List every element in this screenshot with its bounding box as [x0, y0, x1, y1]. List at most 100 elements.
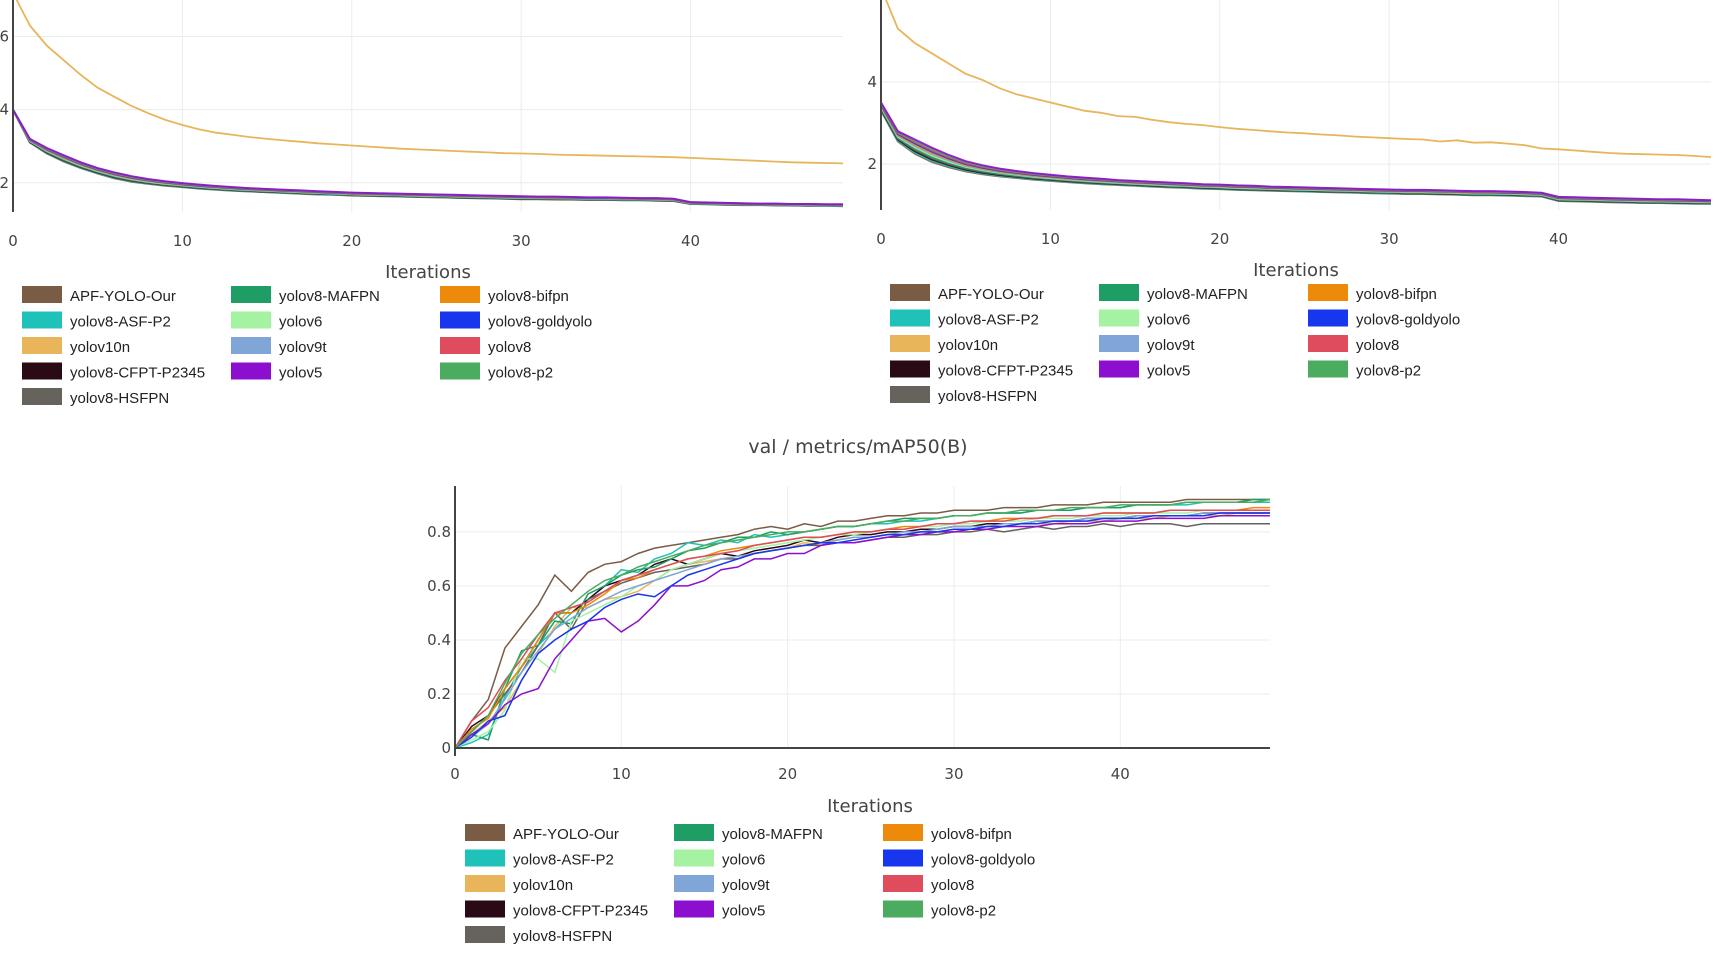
- legend-item[interactable]: yolov8-MAFPN: [674, 824, 823, 843]
- legend-item[interactable]: yolov8-ASF-P2: [890, 309, 1039, 329]
- legend-label: yolov8-HSFPN: [513, 928, 612, 945]
- legend-item[interactable]: yolov5: [231, 362, 322, 382]
- legend-item[interactable]: yolov6: [231, 311, 322, 331]
- legend-swatch: [440, 337, 480, 354]
- legend-item[interactable]: yolov10n: [22, 337, 130, 356]
- legend-label: yolov5: [1147, 363, 1190, 380]
- legend-swatch: [440, 362, 480, 380]
- legend-item[interactable]: yolov8-ASF-P2: [22, 311, 171, 331]
- series-line: [13, 109, 844, 207]
- legend-item[interactable]: yolov6: [674, 849, 765, 869]
- legend-item[interactable]: yolov8-p2: [440, 362, 553, 382]
- legend-item[interactable]: APF-YOLO-Our: [890, 284, 1044, 303]
- x-tick-label: 40: [1549, 230, 1568, 248]
- legend-item[interactable]: APF-YOLO-Our: [465, 824, 619, 843]
- x-tick-label: 40: [1111, 765, 1130, 783]
- series-line-apf-yolo-our: [455, 498, 1270, 748]
- legend-label: APF-YOLO-Our: [70, 288, 176, 305]
- legend-label: yolov8-MAFPN: [1147, 286, 1248, 303]
- x-axis-title: Iterations: [827, 796, 913, 817]
- series-line-yolov10n: [885, 0, 1712, 158]
- legend-label: yolov8-bifpn: [931, 826, 1012, 843]
- chart-title: val / metrics/mAP50(B): [748, 436, 967, 458]
- x-tick-label: 30: [512, 232, 531, 250]
- series-line-yolov8-hsfpn: [455, 523, 1270, 748]
- legend-item[interactable]: yolov8-p2: [883, 900, 996, 920]
- legend-label: yolov8-HSFPN: [70, 390, 169, 407]
- legend-item[interactable]: yolov10n: [465, 875, 573, 894]
- legend-swatch: [883, 900, 923, 918]
- legend-label: yolov5: [722, 903, 765, 920]
- legend-swatch: [465, 824, 505, 841]
- legend-label: yolov9t: [279, 339, 327, 356]
- legend-swatch: [674, 824, 714, 841]
- legend-item[interactable]: yolov10n: [890, 335, 998, 354]
- legend-item[interactable]: yolov8-MAFPN: [1099, 284, 1248, 303]
- legend-item[interactable]: yolov8-HSFPN: [465, 926, 612, 945]
- legend-item[interactable]: yolov8-HSFPN: [890, 386, 1037, 405]
- legend-item[interactable]: yolov6: [1099, 309, 1190, 329]
- legend-item[interactable]: yolov9t: [674, 875, 770, 894]
- legend-item[interactable]: yolov5: [674, 900, 765, 920]
- legend-item[interactable]: yolov8-CFPT-P2345: [22, 362, 205, 382]
- legend-item[interactable]: yolov8-bifpn: [440, 286, 569, 305]
- series-line: [13, 109, 844, 207]
- legend-swatch: [465, 849, 505, 867]
- legend-item[interactable]: yolov5: [1099, 360, 1190, 380]
- legend-swatch: [883, 824, 923, 841]
- x-tick-label: 40: [681, 232, 700, 250]
- legend-swatch: [1099, 335, 1139, 352]
- legend-swatch: [440, 311, 480, 329]
- legend-swatch: [883, 849, 923, 867]
- legend-item[interactable]: yolov8-bifpn: [883, 824, 1012, 843]
- legend-label: yolov6: [1147, 312, 1190, 329]
- legend-swatch: [1099, 309, 1139, 327]
- legend-swatch: [440, 286, 480, 303]
- legend-swatch: [465, 900, 505, 918]
- x-axis-title: Iterations: [385, 262, 471, 283]
- legend-item[interactable]: yolov8-goldyolo: [440, 311, 592, 331]
- legend-item[interactable]: yolov8-CFPT-P2345: [465, 900, 648, 920]
- legend-item[interactable]: yolov8-bifpn: [1308, 284, 1437, 303]
- legend: APF-YOLO-Our yolov8-ASF-P2 yolov10n yolov8-…: [890, 284, 1460, 405]
- series-line: [13, 109, 843, 206]
- x-tick-label: 30: [944, 765, 963, 783]
- legend-item[interactable]: APF-YOLO-Our: [22, 286, 176, 305]
- x-tick-label: 20: [342, 232, 361, 250]
- legend-label: yolov9t: [1147, 337, 1195, 354]
- legend-item[interactable]: yolov8-goldyolo: [1308, 309, 1460, 329]
- legend-item[interactable]: yolov8-ASF-P2: [465, 849, 614, 869]
- legend-swatch: [1308, 309, 1348, 327]
- series-line-yolov9t: [455, 512, 1270, 748]
- legend-label: yolov8-ASF-P2: [938, 312, 1039, 329]
- legend-swatch: [22, 286, 62, 303]
- legend-item[interactable]: yolov8: [883, 875, 974, 894]
- legend-label: yolov5: [279, 365, 322, 382]
- legend-swatch: [1099, 360, 1139, 378]
- map50-chart: val / metrics/mAP50(B) 0 10 20 30 40 0 0.2 0.4 0…: [427, 436, 1271, 945]
- legend-item[interactable]: yolov8-HSFPN: [22, 388, 169, 407]
- series-line-yolov8-cfpt-p2345: [455, 512, 1270, 748]
- series-line-yolov10n: [455, 512, 1270, 748]
- legend-swatch: [1308, 284, 1348, 301]
- legend-item[interactable]: yolov8-CFPT-P2345: [890, 360, 1073, 380]
- legend-item[interactable]: yolov9t: [231, 337, 327, 356]
- legend-swatch: [1308, 360, 1348, 378]
- legend-item[interactable]: yolov9t: [1099, 335, 1195, 354]
- legend-item[interactable]: yolov8: [1308, 335, 1399, 354]
- loss-chart-left: 0 10 20 30 40 2 4 6 Iterations APF-YOLO-Our yolo…: [0, 0, 844, 407]
- legend-item[interactable]: yolov8: [440, 337, 531, 356]
- legend-label: APF-YOLO-Our: [938, 286, 1044, 303]
- y-tick-label: 2: [0, 174, 9, 192]
- legend-item[interactable]: yolov8-MAFPN: [231, 286, 380, 305]
- legend-swatch: [890, 386, 930, 403]
- legend-swatch: [465, 875, 505, 892]
- legend-label: yolov8-goldyolo: [931, 852, 1035, 869]
- legend-item[interactable]: yolov8-p2: [1308, 360, 1421, 380]
- y-tick-label: 0: [441, 739, 451, 757]
- x-tick-label: 20: [1210, 230, 1229, 248]
- legend-label: APF-YOLO-Our: [513, 826, 619, 843]
- legend-swatch: [22, 337, 62, 354]
- legend-item[interactable]: yolov8-goldyolo: [883, 849, 1035, 869]
